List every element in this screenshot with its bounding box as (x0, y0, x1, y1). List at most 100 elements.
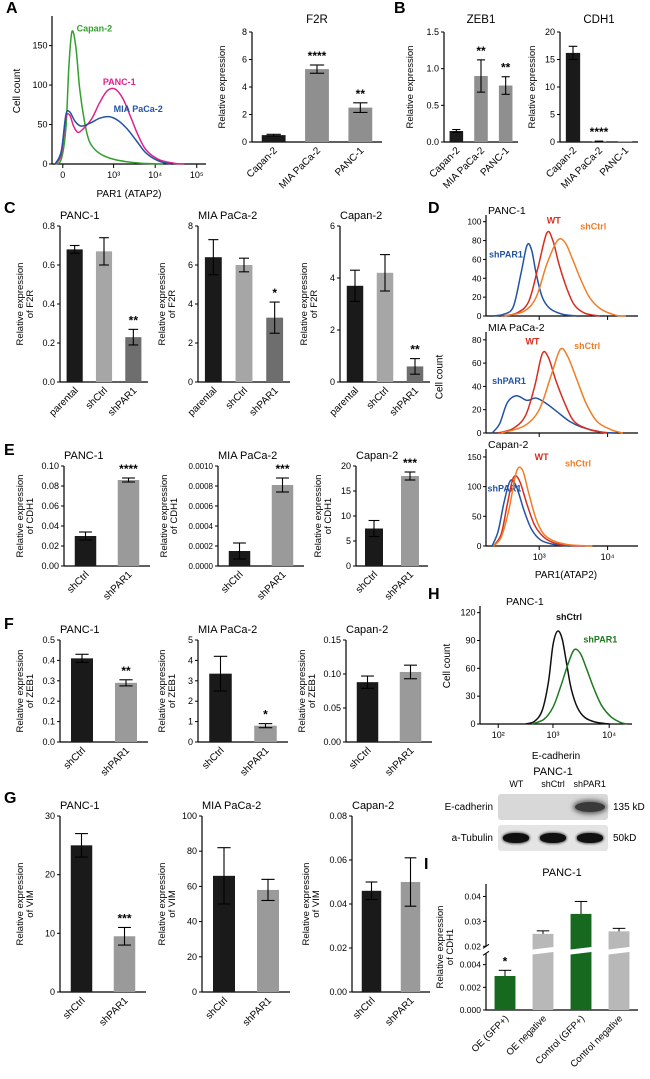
svg-text:0.02: 0.02 (329, 943, 347, 953)
blot-protein-label: E-cadherin (444, 801, 493, 813)
svg-text:PANC-1: PANC-1 (103, 77, 136, 87)
svg-text:***: *** (275, 462, 289, 476)
svg-text:100: 100 (32, 80, 47, 90)
panelE-panc1-bar-chart: 0.00 0.02 0.04 0.06 0.08 0.10 shCtrl **** shPAR1… (14, 448, 156, 616)
svg-text:10: 10 (45, 928, 55, 938)
svg-text:80: 80 (472, 236, 482, 246)
svg-text:shPAR1: shPAR1 (101, 569, 135, 603)
svg-text:Cell count: Cell count (12, 69, 23, 114)
svg-text:parental: parental (186, 385, 219, 418)
svg-text:shCtrl: shCtrl (347, 745, 373, 771)
blot-band (503, 833, 530, 843)
svg-text:15: 15 (545, 55, 555, 65)
svg-text:shCtrl: shCtrl (354, 569, 380, 595)
svg-text:0: 0 (550, 137, 555, 147)
panel-label-c: C (4, 200, 16, 217)
svg-text:Relative expression: Relative expression (15, 263, 26, 346)
svg-text:*: * (263, 708, 268, 722)
svg-text:20: 20 (472, 405, 482, 415)
F2-svg: 0 1 2 3 4 5 shCtrl * shPAR1 MIA PaCa-2 Relative ex… (157, 624, 288, 779)
svg-text:CDH1: CDH1 (583, 14, 614, 26)
svg-text:40: 40 (472, 273, 482, 283)
panel-label-b: B (394, 0, 406, 17)
svg-text:shCtrl: shCtrl (574, 341, 600, 351)
svg-text:0.02: 0.02 (464, 941, 481, 951)
svg-text:0.002: 0.002 (460, 982, 482, 992)
panelD-flow-2: 0 50 100 150 10³ 10⁴ shPAR1 WT shCtrl Capan-2 (467, 439, 638, 562)
svg-text:0.03: 0.03 (464, 916, 481, 926)
svg-text:**: ** (121, 664, 131, 678)
svg-text:8: 8 (242, 27, 247, 37)
svg-text:10³: 10³ (546, 730, 559, 740)
svg-text:shCtrl: shCtrl (580, 221, 606, 231)
blot-cell-line: PANC-1 (533, 766, 573, 778)
svg-text:6: 6 (188, 260, 193, 270)
svg-text:**: ** (410, 343, 420, 357)
svg-text:MIA PaCa-2: MIA PaCa-2 (202, 800, 261, 812)
C3-svg: 0 2 4 6 parental shCtrl ** shPAR1 Capan-2 Relativ… (299, 210, 430, 419)
svg-text:shCtrl: shCtrl (219, 569, 245, 595)
svg-text:shPAR1: shPAR1 (383, 569, 417, 603)
svg-text:shPAR1: shPAR1 (106, 385, 140, 419)
panelA-flow-histogram: 0 50 100 150 0 10³ 10⁴ 10⁵ Capan-2 PANC-1 MIA PaCa… (10, 6, 212, 200)
svg-text:shCtrl: shCtrl (62, 745, 88, 771)
svg-text:Relative expression: Relative expression (157, 263, 168, 346)
svg-text:0.4: 0.4 (42, 299, 55, 309)
svg-text:5: 5 (550, 110, 555, 120)
svg-text:shPAR1: shPAR1 (489, 250, 523, 260)
svg-text:10²: 10² (492, 730, 505, 740)
svg-text:Relative expression: Relative expression (301, 863, 312, 946)
svg-text:0: 0 (330, 377, 335, 387)
panelG-capan2-bar-chart: 0.00 0.02 0.04 0.06 0.08 shCtrl shPAR1 Capan-2 R… (300, 798, 438, 1056)
A_f2r-svg: 0 2 4 6 8 Capan-2 **** MIA PaCa-2 ** PANC-1 F2R Rel… (217, 14, 382, 191)
panelA-f2r-bar-chart: 0 2 4 6 8 Capan-2 **** MIA PaCa-2 ** PANC-1 F2R Rel… (216, 6, 392, 200)
svg-text:of VIM: of VIM (311, 890, 322, 918)
svg-text:of CDH1: of CDH1 (25, 498, 36, 534)
svg-text:0.10: 0.10 (41, 461, 59, 471)
svg-text:80: 80 (472, 335, 482, 345)
svg-text:10⁴: 10⁴ (602, 730, 616, 740)
blot-kd-label: 50kD (613, 832, 637, 844)
svg-text:8: 8 (188, 221, 193, 231)
svg-text:0.02: 0.02 (41, 541, 59, 551)
panelF-panc1-bar-chart: 0.0 0.1 0.2 0.3 0.4 0.5 shCtrl ** shPAR1 PANC-1 Re… (14, 622, 154, 794)
svg-text:Relative expression: Relative expression (217, 46, 228, 129)
svg-text:4: 4 (188, 299, 193, 309)
svg-text:4: 4 (330, 273, 335, 283)
svg-text:2: 2 (188, 338, 193, 348)
G2-svg: 0 20 40 60 80 100 shCtrl shPAR1 MIA PaCa-2 Relati… (157, 800, 290, 1029)
svg-text:***: *** (403, 456, 417, 470)
svg-text:10⁴: 10⁴ (148, 170, 162, 180)
panelB-cdh1-bar-chart: 0 5 10 15 20 Capan-2 **** MIA PaCa-2 PANC-1 CDH1 R… (526, 6, 646, 200)
svg-text:0: 0 (192, 987, 197, 997)
svg-text:**: ** (501, 61, 511, 75)
panelD-flow-stack: Cell count 0 20 40 60 80 100 shPAR1 WT shCtrl PAN… (435, 204, 646, 581)
svg-text:shPAR1: shPAR1 (388, 385, 422, 419)
svg-text:Cell count: Cell count (442, 644, 453, 689)
svg-text:90: 90 (465, 635, 475, 645)
svg-text:15: 15 (341, 486, 351, 496)
blot-strip (498, 794, 608, 820)
svg-text:of CDH1: of CDH1 (169, 498, 180, 534)
svg-text:Relative expression: Relative expression (157, 650, 168, 733)
svg-text:0: 0 (477, 428, 482, 438)
svg-text:50: 50 (472, 511, 482, 521)
C1-svg: 0.0 0.2 0.4 0.6 0.8 parental shCtrl ** shPAR1 PAN… (15, 210, 148, 419)
svg-text:shCtrl: shCtrl (224, 385, 250, 411)
G3-svg: 0.00 0.02 0.04 0.06 0.08 shCtrl shPAR1 Capan-2 R… (301, 800, 430, 1029)
svg-text:40: 40 (472, 381, 482, 391)
svg-text:0: 0 (188, 737, 193, 747)
svg-text:Relative expression: Relative expression (159, 475, 170, 558)
panelD-flow-0: 0 20 40 60 80 100 shPAR1 WT shCtrl PANC-1 (467, 205, 638, 321)
svg-text:100: 100 (467, 217, 481, 227)
svg-text:MIA PaCa-2: MIA PaCa-2 (114, 104, 163, 114)
panelE-miapaca2-bar-chart: 0.0000 0.0002 0.0004 0.0006 0.0008 0.0010 shCt… (158, 448, 310, 616)
svg-text:0.06: 0.06 (41, 501, 59, 511)
svg-text:****: **** (119, 462, 138, 476)
svg-text:150: 150 (467, 452, 481, 462)
svg-text:PANC-1: PANC-1 (333, 145, 366, 178)
svg-text:100: 100 (182, 811, 197, 821)
svg-text:PANC-1: PANC-1 (542, 867, 582, 879)
